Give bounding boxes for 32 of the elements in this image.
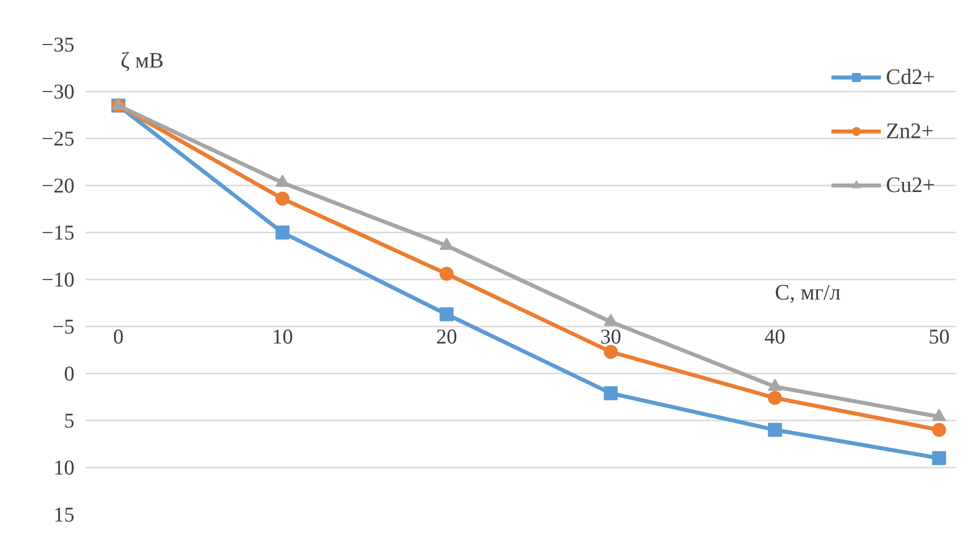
y-tick-label: −10 xyxy=(42,268,74,292)
x-tick-label: 20 xyxy=(436,324,458,348)
point xyxy=(604,386,618,400)
point xyxy=(768,422,782,437)
x-tick-label: 30 xyxy=(600,324,622,348)
point xyxy=(932,451,946,466)
legend-label: Zn2+ xyxy=(886,118,934,144)
x-tick-label: 40 xyxy=(764,324,786,348)
legend-label: Cd2+ xyxy=(886,64,935,90)
y-tick-label: 5 xyxy=(64,408,74,432)
y-tick-label: 0 xyxy=(64,362,74,386)
x-tick-label: 10 xyxy=(272,324,293,348)
y-tick-label: −35 xyxy=(42,32,74,56)
y-tick-label: −30 xyxy=(42,80,74,104)
point xyxy=(440,266,454,281)
legend-label: Cu2+ xyxy=(886,172,935,198)
y-axis-title: ζ мВ xyxy=(120,48,164,72)
y-tick-label: −25 xyxy=(42,126,74,150)
y-tick-label: −5 xyxy=(52,314,74,338)
x-tick-label: 0 xyxy=(113,324,124,348)
y-tick-label: −20 xyxy=(42,174,74,198)
point xyxy=(768,390,782,405)
point xyxy=(604,344,618,359)
point xyxy=(275,226,290,240)
x-tick-label: 50 xyxy=(928,324,950,348)
x-axis-title: C, мг/л xyxy=(774,280,841,304)
y-tick-label: −15 xyxy=(42,220,74,244)
point xyxy=(275,192,290,206)
point xyxy=(932,422,946,437)
y-tick-label: 15 xyxy=(54,502,74,526)
y-tick-label: 10 xyxy=(54,456,74,480)
point xyxy=(440,307,454,322)
